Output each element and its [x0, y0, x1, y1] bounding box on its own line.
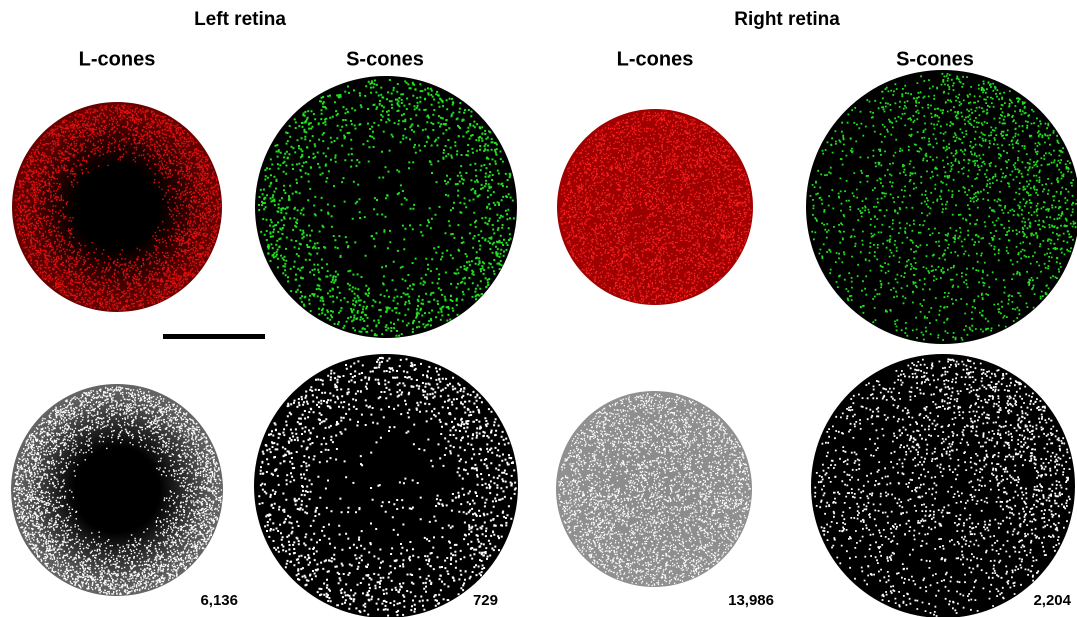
panel-title: Left retina — [194, 9, 286, 30]
panel-title: Right retina — [734, 9, 840, 30]
retina-disc — [11, 384, 223, 596]
cone-count: 6,136 — [200, 592, 238, 609]
cone-count: 13,986 — [728, 592, 774, 609]
column-label: S-cones — [896, 48, 974, 70]
column-label: L-cones — [617, 48, 694, 70]
figure: Left retina Right retina L-cones S-cones… — [0, 0, 1077, 617]
cone-count: 729 — [473, 592, 498, 609]
scale-bar — [163, 334, 265, 339]
column-label: S-cones — [346, 48, 424, 70]
retina-images — [11, 70, 1077, 617]
cone-count: 2,204 — [1033, 592, 1071, 609]
retina-disc — [556, 391, 752, 587]
column-label: L-cones — [79, 48, 156, 70]
retina-disc — [811, 354, 1075, 617]
